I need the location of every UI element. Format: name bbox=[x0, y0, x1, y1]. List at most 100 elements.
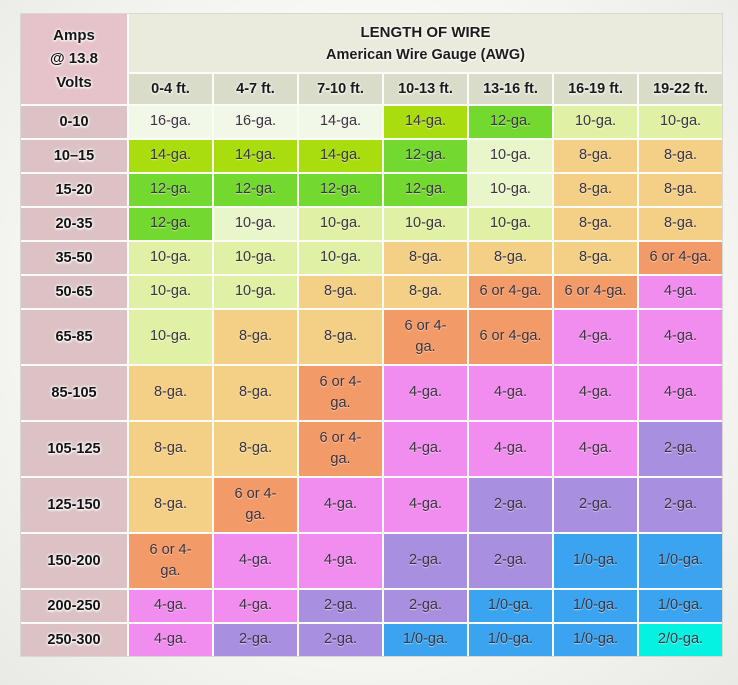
gauge-value: 1/0-ga. bbox=[657, 597, 704, 614]
gauge-value: 4-ga. bbox=[408, 496, 443, 513]
gauge-value: 8-ga. bbox=[663, 147, 698, 164]
gauge-value: 2-ga. bbox=[323, 597, 358, 614]
gauge-cell-r4-c6: 6 or 4-ga. bbox=[639, 242, 722, 274]
row-header-4: 35-50 bbox=[21, 242, 127, 274]
gauge-value: 12-ga. bbox=[234, 181, 277, 198]
col-header-5: 16-19 ft. bbox=[554, 74, 637, 104]
gauge-cell-r7-c2: 6 or 4-ga. bbox=[299, 366, 382, 420]
table-subtitle: American Wire Gauge (AWG) bbox=[326, 46, 525, 63]
gauge-cell-r10-c6: 1/0-ga. bbox=[639, 534, 722, 588]
gauge-cell-r6-c6: 4-ga. bbox=[639, 310, 722, 364]
gauge-cell-r0-c6: 10-ga. bbox=[639, 106, 722, 138]
gauge-cell-r9-c6: 2-ga. bbox=[639, 478, 722, 532]
gauge-cell-r12-c6: 2/0-ga. bbox=[639, 624, 722, 656]
corner-header-amps-volts: Amps @ 13.8 Volts bbox=[21, 14, 127, 104]
gauge-value: 16-ga. bbox=[149, 113, 192, 130]
gauge-value: 8-ga. bbox=[323, 283, 358, 300]
gauge-cell-r12-c3: 1/0-ga. bbox=[384, 624, 467, 656]
gauge-cell-r7-c1: 8-ga. bbox=[214, 366, 297, 420]
gauge-value: 6 or 4-ga. bbox=[479, 283, 542, 300]
gauge-cell-r6-c3: 6 or 4-ga. bbox=[384, 310, 467, 364]
gauge-cell-r2-c0: 12-ga. bbox=[129, 174, 212, 206]
gauge-cell-r3-c1: 10-ga. bbox=[214, 208, 297, 240]
gauge-cell-r2-c3: 12-ga. bbox=[384, 174, 467, 206]
gauge-value: 4-ga. bbox=[663, 283, 698, 300]
gauge-value: 6 or 4-ga. bbox=[564, 283, 627, 300]
gauge-value: 4-ga. bbox=[323, 496, 358, 513]
gauge-cell-r4-c5: 8-ga. bbox=[554, 242, 637, 274]
row-header-10: 150-200 bbox=[21, 534, 127, 588]
wire-gauge-table: Amps @ 13.8 Volts LENGTH OF WIRE America… bbox=[21, 14, 722, 656]
gauge-cell-r8-c1: 8-ga. bbox=[214, 422, 297, 476]
gauge-value: 8-ga. bbox=[493, 249, 528, 266]
gauge-value: 8-ga. bbox=[153, 384, 188, 401]
gauge-cell-r0-c2: 14-ga. bbox=[299, 106, 382, 138]
gauge-value: 4-ga. bbox=[578, 440, 613, 457]
gauge-cell-r3-c0: 12-ga. bbox=[129, 208, 212, 240]
gauge-value: 8-ga. bbox=[663, 181, 698, 198]
gauge-cell-r3-c6: 8-ga. bbox=[639, 208, 722, 240]
gauge-value: 8-ga. bbox=[153, 496, 188, 513]
gauge-value: 2-ga. bbox=[408, 552, 443, 569]
gauge-cell-r1-c6: 8-ga. bbox=[639, 140, 722, 172]
col-header-0: 0-4 ft. bbox=[129, 74, 212, 104]
gauge-value: 4-ga. bbox=[578, 384, 613, 401]
gauge-value: 1/0-ga. bbox=[572, 597, 619, 614]
gauge-value: 10-ga. bbox=[234, 249, 277, 266]
gauge-cell-r8-c2: 6 or 4-ga. bbox=[299, 422, 382, 476]
gauge-cell-r11-c4: 1/0-ga. bbox=[469, 590, 552, 622]
gauge-cell-r5-c1: 10-ga. bbox=[214, 276, 297, 308]
gauge-cell-r0-c3: 14-ga. bbox=[384, 106, 467, 138]
gauge-cell-r2-c1: 12-ga. bbox=[214, 174, 297, 206]
gauge-value: 8-ga. bbox=[663, 215, 698, 232]
gauge-value: 8-ga. bbox=[578, 181, 613, 198]
gauge-value: 4-ga. bbox=[323, 552, 358, 569]
gauge-cell-r7-c0: 8-ga. bbox=[129, 366, 212, 420]
gauge-cell-r11-c2: 2-ga. bbox=[299, 590, 382, 622]
col-header-1: 4-7 ft. bbox=[214, 74, 297, 104]
gauge-value: 1/0-ga. bbox=[657, 552, 704, 569]
gauge-value: 10-ga. bbox=[489, 181, 532, 198]
gauge-cell-r12-c2: 2-ga. bbox=[299, 624, 382, 656]
gauge-value: 8-ga. bbox=[238, 384, 273, 401]
gauge-value: 4-ga. bbox=[238, 597, 273, 614]
gauge-cell-r5-c3: 8-ga. bbox=[384, 276, 467, 308]
gauge-cell-r0-c5: 10-ga. bbox=[554, 106, 637, 138]
gauge-cell-r3-c4: 10-ga. bbox=[469, 208, 552, 240]
gauge-value: 14-ga. bbox=[404, 113, 447, 130]
gauge-value: 4-ga. bbox=[663, 328, 698, 345]
gauge-value: 2-ga. bbox=[238, 631, 273, 648]
gauge-cell-r0-c0: 16-ga. bbox=[129, 106, 212, 138]
gauge-value: 1/0-ga. bbox=[487, 597, 534, 614]
col-header-2: 7-10 ft. bbox=[299, 74, 382, 104]
gauge-cell-r7-c3: 4-ga. bbox=[384, 366, 467, 420]
gauge-value: 2-ga. bbox=[663, 496, 698, 513]
gauge-cell-r6-c2: 8-ga. bbox=[299, 310, 382, 364]
gauge-value: 4-ga. bbox=[493, 440, 528, 457]
gauge-cell-r2-c6: 8-ga. bbox=[639, 174, 722, 206]
gauge-cell-r8-c4: 4-ga. bbox=[469, 422, 552, 476]
gauge-cell-r8-c3: 4-ga. bbox=[384, 422, 467, 476]
gauge-cell-r4-c2: 10-ga. bbox=[299, 242, 382, 274]
gauge-value: 8-ga. bbox=[408, 249, 443, 266]
gauge-cell-r12-c0: 4-ga. bbox=[129, 624, 212, 656]
gauge-value: 14-ga. bbox=[319, 113, 362, 130]
gauge-value: 10-ga. bbox=[149, 283, 192, 300]
gauge-value: 12-ga. bbox=[489, 113, 532, 130]
gauge-value: 6 or 4-ga. bbox=[479, 328, 542, 345]
gauge-value: 4-ga. bbox=[663, 384, 698, 401]
gauge-cell-r9-c1: 6 or 4-ga. bbox=[214, 478, 297, 532]
gauge-value: 12-ga. bbox=[319, 181, 362, 198]
gauge-cell-r10-c0: 6 or 4-ga. bbox=[129, 534, 212, 588]
col-header-3: 10-13 ft. bbox=[384, 74, 467, 104]
gauge-value: 4-ga. bbox=[153, 631, 188, 648]
gauge-value: 4-ga. bbox=[493, 384, 528, 401]
gauge-cell-r10-c3: 2-ga. bbox=[384, 534, 467, 588]
table-title-band: LENGTH OF WIRE American Wire Gauge (AWG) bbox=[129, 14, 722, 72]
row-header-11: 200-250 bbox=[21, 590, 127, 622]
col-header-6: 19-22 ft. bbox=[639, 74, 722, 104]
gauge-cell-r1-c0: 14-ga. bbox=[129, 140, 212, 172]
gauge-value: 2-ga. bbox=[493, 552, 528, 569]
gauge-cell-r3-c2: 10-ga. bbox=[299, 208, 382, 240]
gauge-value: 8-ga. bbox=[238, 440, 273, 457]
